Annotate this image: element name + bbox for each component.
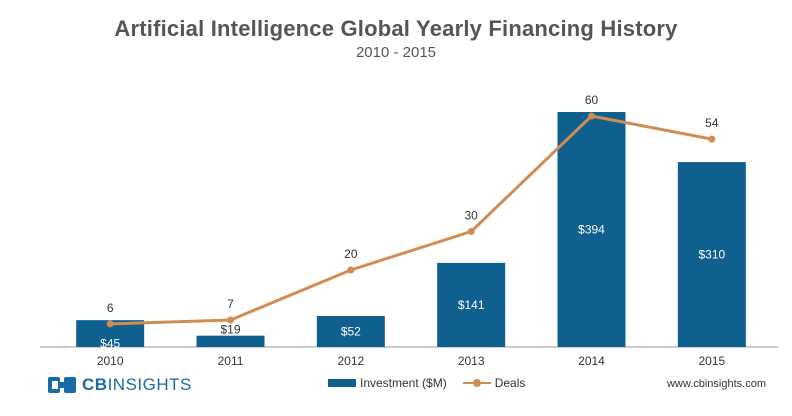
- bar-data-label: $19: [220, 323, 240, 337]
- legend-label-deals: Deals: [494, 376, 526, 390]
- deals-data-label: 60: [585, 93, 599, 107]
- deals-point-2013: [467, 228, 475, 235]
- cb-logo-icon: [48, 377, 76, 393]
- logo-cb-text: CB: [82, 375, 108, 394]
- bar-2013: [437, 262, 506, 347]
- deals-point-2011: [227, 316, 234, 324]
- chart-subtitle: 2010 - 2015: [355, 44, 437, 61]
- legend-swatch-deals: [462, 378, 491, 388]
- deals-data-label: 30: [464, 209, 478, 223]
- chart-title: Artificial Intelligence Global Yearly Fi…: [114, 16, 678, 41]
- deals-line: [110, 114, 713, 326]
- bar-data-label: $394: [578, 223, 605, 237]
- deals-point-2010: [106, 320, 114, 328]
- legend-swatch-investment: [328, 379, 356, 387]
- deals-point-2012: [347, 266, 355, 274]
- deals-point-2014: [588, 112, 595, 120]
- bar-2014: [557, 112, 626, 347]
- bar-data-label: $310: [698, 248, 725, 262]
- legend-item-deals: Deals: [462, 376, 526, 390]
- x-tick-label: 2015: [698, 354, 725, 368]
- deals-point-2015: [708, 135, 716, 143]
- logo-insights-text: INSIGHTS: [107, 375, 192, 394]
- deals-data-label: 20: [344, 247, 358, 261]
- x-tick-label: 2013: [458, 354, 485, 368]
- bar-2011: [196, 335, 265, 347]
- deals-data-label: 54: [705, 116, 719, 130]
- x-tick-label: 2011: [218, 354, 244, 368]
- x-tick-label: 2012: [337, 354, 364, 368]
- x-tick-label: 2014: [578, 354, 605, 368]
- bar-2012: [316, 315, 385, 347]
- bar-2015: [677, 162, 746, 347]
- chart-legend: Investment ($M) Deals: [328, 376, 541, 390]
- bar-data-label: $45: [100, 337, 120, 351]
- legend-label-investment: Investment ($M): [360, 376, 447, 390]
- x-tick-label: 2010: [97, 354, 124, 368]
- bar-data-label: $141: [458, 298, 485, 312]
- deals-data-label: 6: [107, 301, 114, 315]
- source-url: www.cbinsights.com: [666, 378, 766, 390]
- deals-data-label: 7: [227, 297, 234, 311]
- legend-item-investment: Investment ($M): [328, 376, 447, 390]
- bar-data-label: $52: [341, 324, 361, 338]
- cb-insights-logo: CBINSIGHTS: [48, 374, 192, 396]
